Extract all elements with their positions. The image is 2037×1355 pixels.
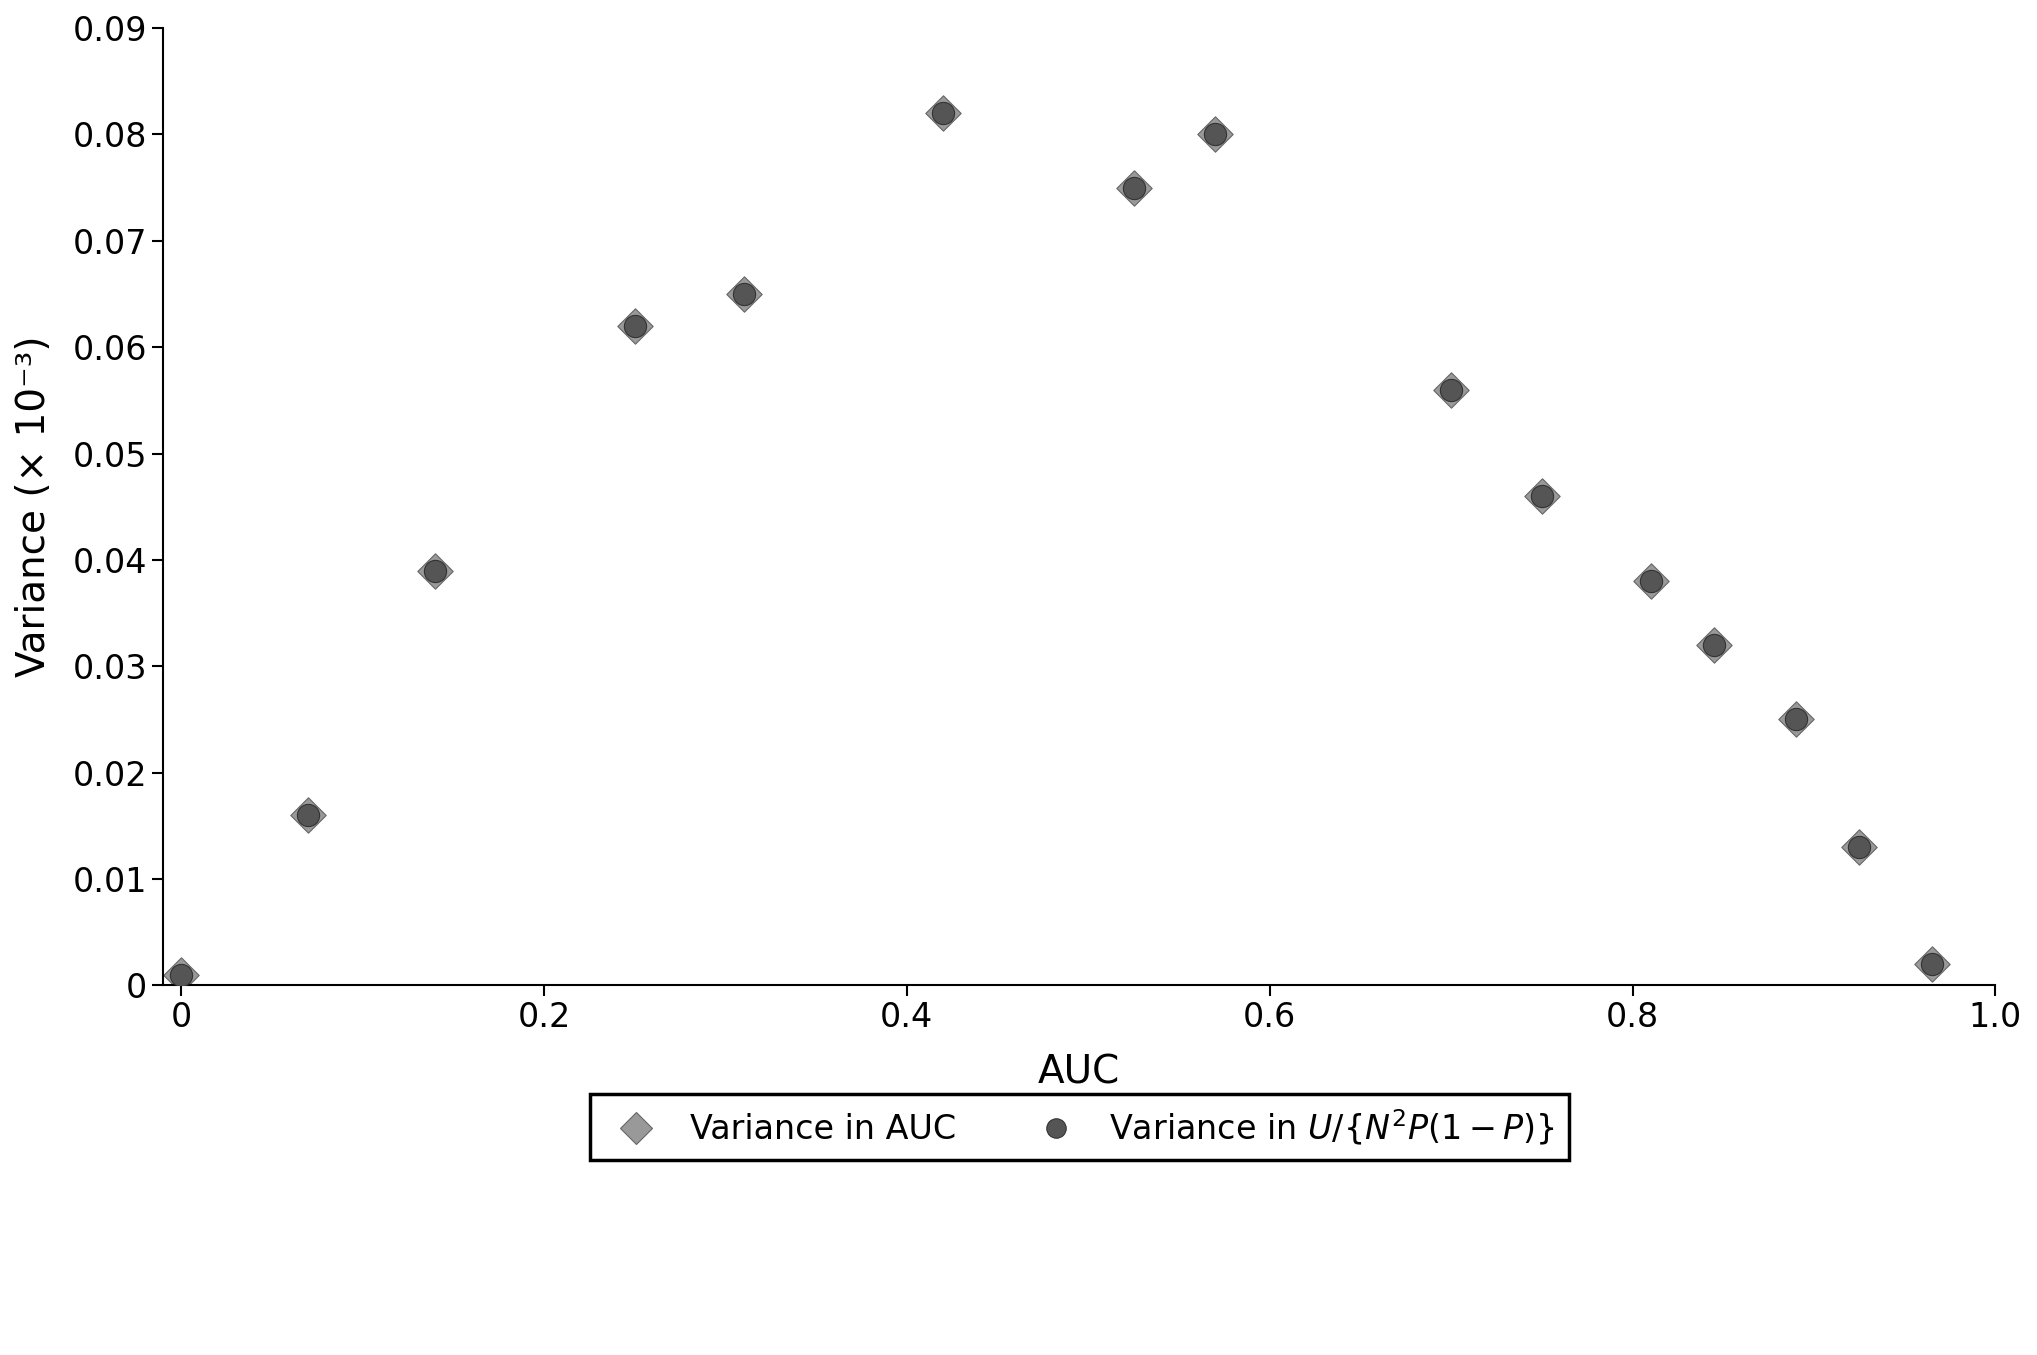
Point <box>1699 634 1731 656</box>
Point <box>420 560 452 581</box>
Point <box>1526 485 1558 507</box>
Point <box>1434 379 1467 401</box>
Point <box>1780 709 1813 730</box>
Point <box>1780 709 1813 730</box>
Point <box>1200 123 1232 145</box>
Point <box>291 805 324 827</box>
Point <box>619 314 652 336</box>
Point <box>1634 570 1666 592</box>
Point <box>1118 176 1151 198</box>
Point <box>727 283 760 305</box>
Point <box>165 963 198 985</box>
Point <box>1200 123 1232 145</box>
Point <box>1699 634 1731 656</box>
Point <box>291 805 324 827</box>
Point <box>1434 379 1467 401</box>
Point <box>420 560 452 581</box>
Point <box>1843 836 1876 858</box>
Point <box>727 283 760 305</box>
Point <box>165 963 198 985</box>
Point <box>1634 570 1666 592</box>
Point <box>1843 836 1876 858</box>
Point <box>927 102 959 123</box>
Point <box>1915 954 1947 976</box>
Point <box>927 102 959 123</box>
Legend: Variance in AUC, Variance in $\mathit{U}/\{\mathit{N}^2\mathit{P}(1-\mathit{P})\: Variance in AUC, Variance in $\mathit{U}… <box>591 1093 1568 1160</box>
Y-axis label: Variance (× 10⁻³): Variance (× 10⁻³) <box>14 336 53 678</box>
Point <box>1526 485 1558 507</box>
X-axis label: AUC: AUC <box>1039 1054 1120 1092</box>
Point <box>1118 176 1151 198</box>
Point <box>619 314 652 336</box>
Point <box>1915 954 1947 976</box>
